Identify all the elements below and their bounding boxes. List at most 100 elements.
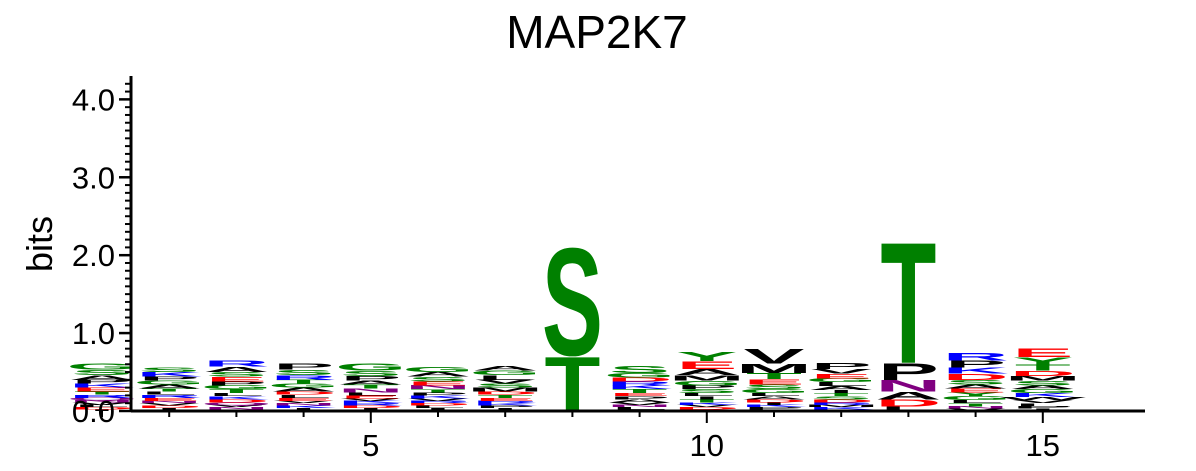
logo-letter-P: P (676, 384, 737, 390)
logo-letter-L: L (746, 392, 802, 397)
logo-letter-E: E (609, 392, 670, 397)
logo-letter-D: D (472, 391, 538, 396)
logo-letter-V: V (811, 368, 872, 375)
logo-letter-I: I (89, 409, 114, 411)
logo-letter-L: L (813, 381, 869, 387)
logo-letter-S: S (676, 388, 737, 394)
logo-letter-T: T (74, 391, 130, 396)
logo-letter-T: T (410, 388, 466, 393)
logo-letter-N: N (203, 406, 269, 410)
logo-letter-W: W (1000, 396, 1088, 401)
logo-letter-N: N (943, 406, 1009, 410)
logo-letter-P: P (945, 359, 1006, 370)
logo-letter-S: S (1012, 379, 1073, 386)
logo-letter-M: M (736, 361, 812, 376)
logo-letter-D: D (136, 405, 202, 409)
logo-letter-R: R (271, 374, 337, 381)
logo-letter-S: S (475, 383, 536, 389)
logo-letter-K: K (69, 383, 135, 389)
logo-letters: IDLVNQRTEKPASGQIDVNERLTAGPKSINVQDKLTGPES… (66, 208, 1087, 428)
logo-letter-A: A (674, 367, 740, 377)
logo-letter-R: R (69, 394, 135, 399)
logo-letter-P: P (1012, 406, 1073, 410)
logo-letter-K: K (472, 403, 538, 407)
logo-letter-G: G (335, 362, 406, 373)
logo-letter-D: D (674, 406, 740, 410)
logo-letter-E: E (475, 397, 536, 402)
x-tick-label: 15 (1026, 428, 1060, 463)
logo-letter-G: G (66, 362, 137, 372)
logo-letter-I: I (828, 389, 853, 394)
logo-letter-M: M (467, 387, 543, 393)
logo-letter-N: N (271, 403, 337, 407)
logo-letter-A: A (875, 390, 941, 402)
logo-letter-R: R (338, 403, 404, 407)
logo-letter-G: G (402, 365, 473, 374)
logo-letter-T: T (477, 394, 533, 399)
logo-letter-K: K (607, 384, 673, 390)
logo-letter-S: S (273, 368, 334, 377)
logo-letter-P: P (139, 376, 200, 382)
logo-letter-S: S (72, 368, 133, 377)
logo-letter-L: L (410, 405, 466, 409)
logo-letter-V: V (609, 402, 670, 406)
logo-letter-D: D (405, 403, 471, 407)
logo-letter-T: T (612, 388, 668, 394)
logo-letter-G: G (1007, 388, 1078, 394)
logo-letter-D: D (271, 391, 337, 396)
logo-letter-I: I (492, 407, 517, 409)
logo-letter-I: I (425, 407, 450, 409)
logo-letter-S: S (542, 216, 603, 387)
logo-letter-S: S (206, 371, 267, 378)
logo-letter-G: G (268, 383, 339, 389)
logo-letter-P: P (273, 362, 334, 372)
logo-letter-P: P (878, 359, 939, 385)
logo-letter-P: P (475, 405, 536, 409)
logo-letter-K: K (1010, 392, 1076, 398)
logo-letter-A: A (405, 371, 471, 378)
logo-letter-V: V (744, 344, 805, 368)
logo-letter-T: T (208, 388, 264, 394)
logo-letter-I: I (156, 407, 181, 409)
y-tick-label: 1.0 (72, 316, 115, 351)
logo-letter-N: N (405, 384, 471, 390)
logo-letter-P: P (340, 375, 401, 382)
logo-letter-V: V (676, 404, 737, 408)
logo-letter-D: D (875, 397, 941, 408)
logo-letter-L: L (276, 394, 332, 399)
logo-letter-P: P (206, 380, 267, 386)
logo-letter-P: P (744, 406, 805, 410)
logo-letter-L: L (343, 391, 399, 396)
logo-letter-E: E (340, 395, 401, 400)
logo-letter-N: N (69, 399, 135, 403)
logo-letter-E: E (72, 387, 133, 393)
logo-letter-R: R (607, 380, 673, 386)
logo-letter-R: R (405, 400, 471, 404)
logo-letter-A: A (203, 365, 269, 374)
logo-letter-I: I (358, 407, 383, 409)
logo-letter-E: E (676, 359, 737, 371)
logo-letter-E: E (408, 380, 469, 386)
logo-letter-D: D (607, 376, 673, 382)
logo-letter-L: L (679, 392, 735, 397)
logo-letter-D: D (808, 398, 874, 403)
y-axis-label: bits (19, 216, 60, 272)
logo-letter-L: L (1015, 402, 1071, 407)
logo-letter-T: T (813, 392, 869, 397)
logo-letter-I: I (694, 395, 719, 400)
logo-letter-A: A (338, 380, 404, 386)
logo-letter-N: N (607, 404, 673, 408)
logo-letter-L: L (948, 399, 1004, 404)
logo-letter-D: D (338, 405, 404, 409)
logo-letter-E: E (744, 378, 805, 387)
logo-letter-S: S (744, 383, 805, 390)
logo-letter-E: E (206, 375, 267, 382)
logo-letter-A: A (607, 398, 673, 403)
logo-letter-Y: Y (1012, 355, 1073, 366)
logo-letter-R: R (203, 359, 269, 369)
logo-letter-V: V (475, 379, 536, 385)
logo-letter-T: T (948, 402, 1004, 407)
logo-letter-R: R (136, 394, 202, 399)
logo-letter-Y: Y (676, 349, 737, 364)
